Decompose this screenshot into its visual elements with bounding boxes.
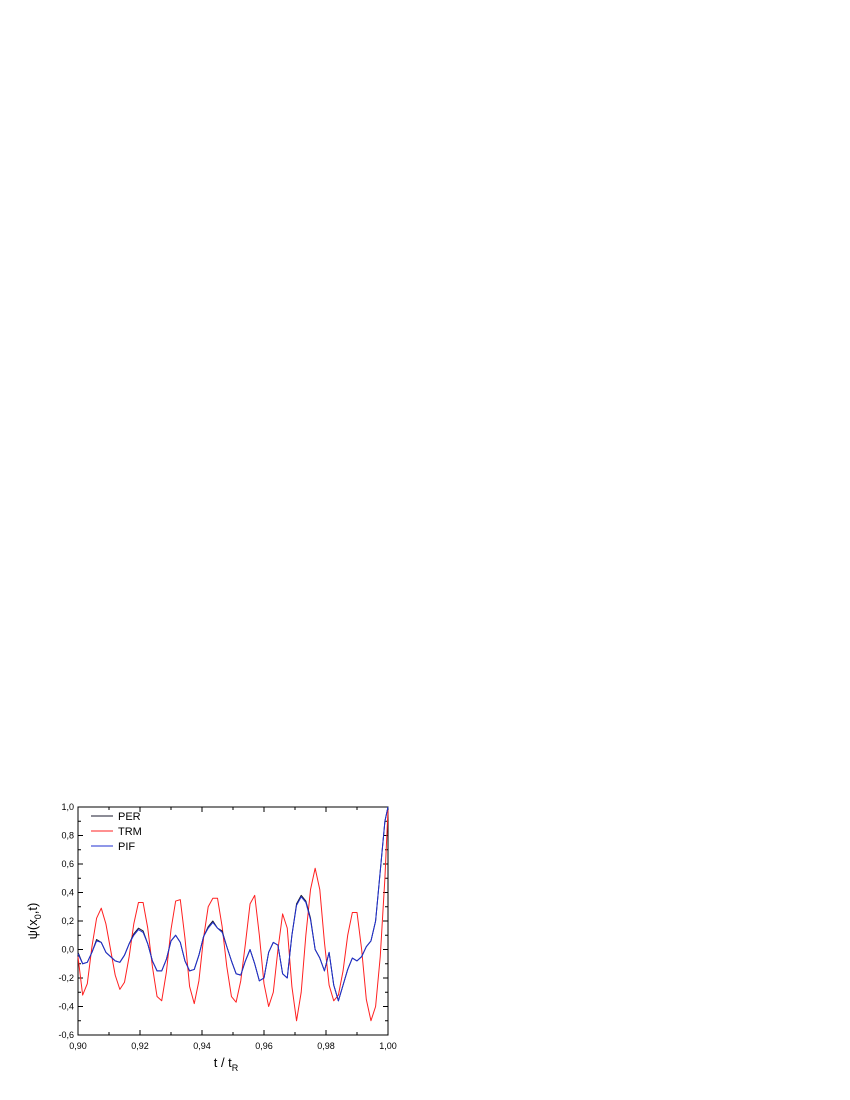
y-tick-label: -0,4 xyxy=(58,1002,74,1012)
x-tick-label: 0,94 xyxy=(193,1041,211,1051)
x-tick-label: 1,00 xyxy=(379,1041,397,1051)
x-tick-label: 0,98 xyxy=(317,1041,335,1051)
y-tick-label: 0,2 xyxy=(61,916,74,926)
y-axis-label-sub: 0 xyxy=(33,914,43,919)
legend-label-trm: TRM xyxy=(118,826,142,838)
series-line-pif xyxy=(77,806,389,1002)
y-tick-label: 0,8 xyxy=(61,831,74,841)
x-axis-label: t / tR xyxy=(214,1055,239,1073)
y-axis-label: ψ(x0,t) xyxy=(25,903,43,940)
series-line-trm xyxy=(77,809,389,1022)
x-tick-label: 0,92 xyxy=(131,1041,149,1051)
x-axis-label-main: t / t xyxy=(214,1055,232,1070)
y-tick-label: -0,2 xyxy=(58,973,74,983)
x-tick-label: 0,96 xyxy=(255,1041,273,1051)
y-tick-label: 0,0 xyxy=(61,945,74,955)
x-tick-label: 0,90 xyxy=(69,1041,87,1051)
y-tick-label: -0,6 xyxy=(58,1030,74,1040)
x-axis-label-sub: R xyxy=(232,1063,239,1073)
legend: PER TRM PIF xyxy=(91,811,142,853)
legend-label-pif: PIF xyxy=(118,841,135,853)
y-tick-label: 0,4 xyxy=(61,888,74,898)
y-axis-label-pre: ψ(x xyxy=(25,919,40,940)
y-tick-label: 1,0 xyxy=(61,802,74,812)
legend-label-per: PER xyxy=(118,811,141,823)
series-layer xyxy=(77,806,389,1022)
axis-ticks: 0,90 0,92 0,94 0,96 0,98 1,00 -0,6 -0,4 -0,2 0,0 0… xyxy=(58,802,396,1051)
y-axis-label-post: ,t) xyxy=(25,903,40,915)
y-tick-label: 0,6 xyxy=(61,859,74,869)
